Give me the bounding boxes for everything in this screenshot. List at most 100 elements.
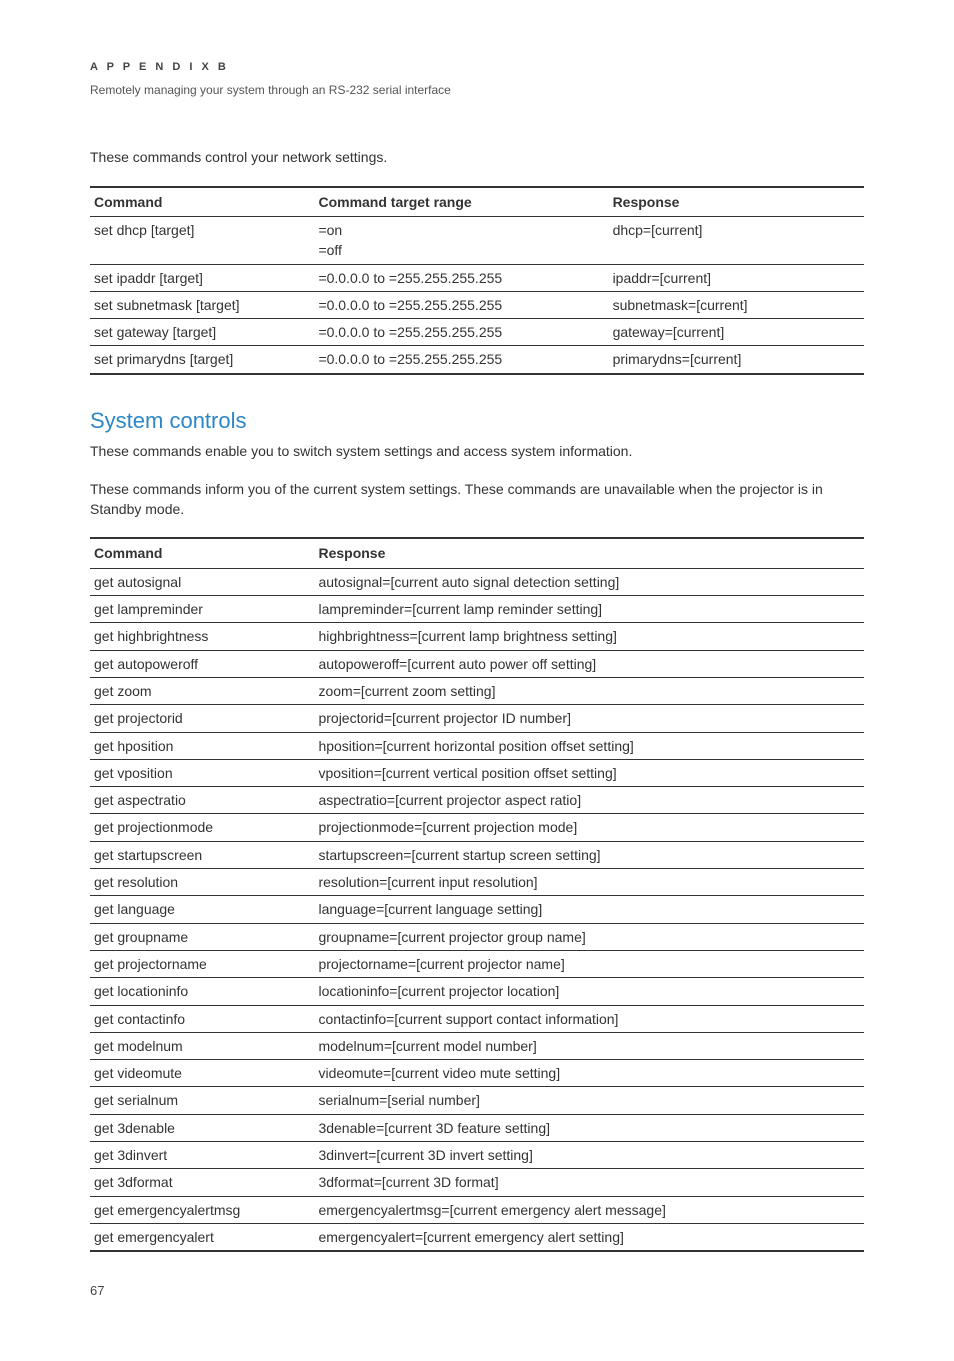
- table-cell: modelnum=[current model number]: [314, 1032, 864, 1059]
- table-cell: hposition=[current horizontal position o…: [314, 732, 864, 759]
- table-row: get highbrightnesshighbrightness=[curren…: [90, 623, 864, 650]
- table-cell: =0.0.0.0 to =255.255.255.255: [314, 346, 608, 374]
- table-cell: projectorid=[current projector ID number…: [314, 705, 864, 732]
- table-cell: get videomute: [90, 1060, 314, 1087]
- table-cell: get autopoweroff: [90, 650, 314, 677]
- table-cell: emergencyalertmsg=[current emergency ale…: [314, 1196, 864, 1223]
- table-cell: get 3denable: [90, 1114, 314, 1141]
- table-cell: ipaddr=[current]: [609, 264, 864, 291]
- page-subtitle: Remotely managing your system through an…: [90, 82, 864, 99]
- table-cell: subnetmask=[current]: [609, 291, 864, 318]
- table-row: get vpositionvposition=[current vertical…: [90, 759, 864, 786]
- table-row: get 3denable3denable=[current 3D feature…: [90, 1114, 864, 1141]
- table-row: get projectornameprojectorname=[current …: [90, 950, 864, 977]
- table-cell: emergencyalert=[current emergency alert …: [314, 1223, 864, 1251]
- table-cell: get modelnum: [90, 1032, 314, 1059]
- table-cell: =on =off: [314, 216, 608, 264]
- table-cell: =0.0.0.0 to =255.255.255.255: [314, 291, 608, 318]
- table-cell: get locationinfo: [90, 978, 314, 1005]
- table-cell: set primarydns [target]: [90, 346, 314, 374]
- table-cell: get projectorname: [90, 950, 314, 977]
- table-cell: dhcp=[current]: [609, 216, 864, 264]
- table-cell: get startupscreen: [90, 841, 314, 868]
- table-cell: gateway=[current]: [609, 319, 864, 346]
- table-cell: projectorname=[current projector name]: [314, 950, 864, 977]
- table2-col-response: Response: [314, 538, 864, 568]
- table-cell: videomute=[current video mute setting]: [314, 1060, 864, 1087]
- table-cell: =0.0.0.0 to =255.255.255.255: [314, 264, 608, 291]
- table-cell: get resolution: [90, 869, 314, 896]
- table-cell: get aspectratio: [90, 787, 314, 814]
- section-para-1: These commands enable you to switch syst…: [90, 441, 864, 461]
- table-cell: aspectratio=[current projector aspect ra…: [314, 787, 864, 814]
- table-row: get contactinfocontactinfo=[current supp…: [90, 1005, 864, 1032]
- table-row: get locationinfolocationinfo=[current pr…: [90, 978, 864, 1005]
- table-row: get resolutionresolution=[current input …: [90, 869, 864, 896]
- table-row: get lampreminderlampreminder=[current la…: [90, 596, 864, 623]
- table-row: get zoomzoom=[current zoom setting]: [90, 677, 864, 704]
- table-cell: get emergencyalert: [90, 1223, 314, 1251]
- table1-col-command: Command: [90, 187, 314, 217]
- table-cell: get highbrightness: [90, 623, 314, 650]
- table-cell: serialnum=[serial number]: [314, 1087, 864, 1114]
- table-cell: get projectorid: [90, 705, 314, 732]
- network-commands-table: Command Command target range Response se…: [90, 186, 864, 375]
- table-cell: set gateway [target]: [90, 319, 314, 346]
- table-cell: lampreminder=[current lamp reminder sett…: [314, 596, 864, 623]
- table-cell: get language: [90, 896, 314, 923]
- table-cell: set ipaddr [target]: [90, 264, 314, 291]
- table-cell: get hposition: [90, 732, 314, 759]
- table-cell: =0.0.0.0 to =255.255.255.255: [314, 319, 608, 346]
- table-cell: language=[current language setting]: [314, 896, 864, 923]
- table-cell: 3dinvert=[current 3D invert setting]: [314, 1142, 864, 1169]
- table-cell: set subnetmask [target]: [90, 291, 314, 318]
- table-row: set subnetmask [target]=0.0.0.0 to =255.…: [90, 291, 864, 318]
- table-row: get groupnamegroupname=[current projecto…: [90, 923, 864, 950]
- table1-col-response: Response: [609, 187, 864, 217]
- table-cell: get 3dinvert: [90, 1142, 314, 1169]
- table-row: set dhcp [target]=on =offdhcp=[current]: [90, 216, 864, 264]
- table-row: get hpositionhposition=[current horizont…: [90, 732, 864, 759]
- table-row: get 3dformat3dformat=[current 3D format]: [90, 1169, 864, 1196]
- table2-col-command: Command: [90, 538, 314, 568]
- table-cell: locationinfo=[current projector location…: [314, 978, 864, 1005]
- table-row: get videomutevideomute=[current video mu…: [90, 1060, 864, 1087]
- table-cell: contactinfo=[current support contact inf…: [314, 1005, 864, 1032]
- table-cell: vposition=[current vertical position off…: [314, 759, 864, 786]
- section-heading: System controls: [90, 405, 864, 437]
- table-cell: 3denable=[current 3D feature setting]: [314, 1114, 864, 1141]
- system-commands-table: Command Response get autosignalautosigna…: [90, 537, 864, 1252]
- table-row: get autosignalautosignal=[current auto s…: [90, 568, 864, 595]
- table-cell: set dhcp [target]: [90, 216, 314, 264]
- intro-paragraph-1: These commands control your network sett…: [90, 147, 864, 167]
- table-row: get 3dinvert3dinvert=[current 3D invert …: [90, 1142, 864, 1169]
- table-row: get emergencyalertemergencyalert=[curren…: [90, 1223, 864, 1251]
- table-cell: autopoweroff=[current auto power off set…: [314, 650, 864, 677]
- table-row: set ipaddr [target]=0.0.0.0 to =255.255.…: [90, 264, 864, 291]
- table-cell: get emergencyalertmsg: [90, 1196, 314, 1223]
- table-cell: projectionmode=[current projection mode]: [314, 814, 864, 841]
- table-cell: get vposition: [90, 759, 314, 786]
- table-cell: autosignal=[current auto signal detectio…: [314, 568, 864, 595]
- table-cell: highbrightness=[current lamp brightness …: [314, 623, 864, 650]
- section-para-2: These commands inform you of the current…: [90, 479, 864, 520]
- table-cell: get lampreminder: [90, 596, 314, 623]
- table-cell: get groupname: [90, 923, 314, 950]
- table-row: set primarydns [target]=0.0.0.0 to =255.…: [90, 346, 864, 374]
- table-row: get serialnumserialnum=[serial number]: [90, 1087, 864, 1114]
- table-cell: get projectionmode: [90, 814, 314, 841]
- table1-body: set dhcp [target]=on =offdhcp=[current]s…: [90, 216, 864, 373]
- table-cell: zoom=[current zoom setting]: [314, 677, 864, 704]
- table2-body: get autosignalautosignal=[current auto s…: [90, 568, 864, 1251]
- table-row: get emergencyalertmsgemergencyalertmsg=[…: [90, 1196, 864, 1223]
- table-cell: get 3dformat: [90, 1169, 314, 1196]
- table-row: set gateway [target]=0.0.0.0 to =255.255…: [90, 319, 864, 346]
- table-cell: get contactinfo: [90, 1005, 314, 1032]
- table-cell: startupscreen=[current startup screen se…: [314, 841, 864, 868]
- table-row: get startupscreenstartupscreen=[current …: [90, 841, 864, 868]
- table-cell: get zoom: [90, 677, 314, 704]
- table-cell: resolution=[current input resolution]: [314, 869, 864, 896]
- table1-col-range: Command target range: [314, 187, 608, 217]
- table-row: get autopoweroffautopoweroff=[current au…: [90, 650, 864, 677]
- table-row: get aspectratioaspectratio=[current proj…: [90, 787, 864, 814]
